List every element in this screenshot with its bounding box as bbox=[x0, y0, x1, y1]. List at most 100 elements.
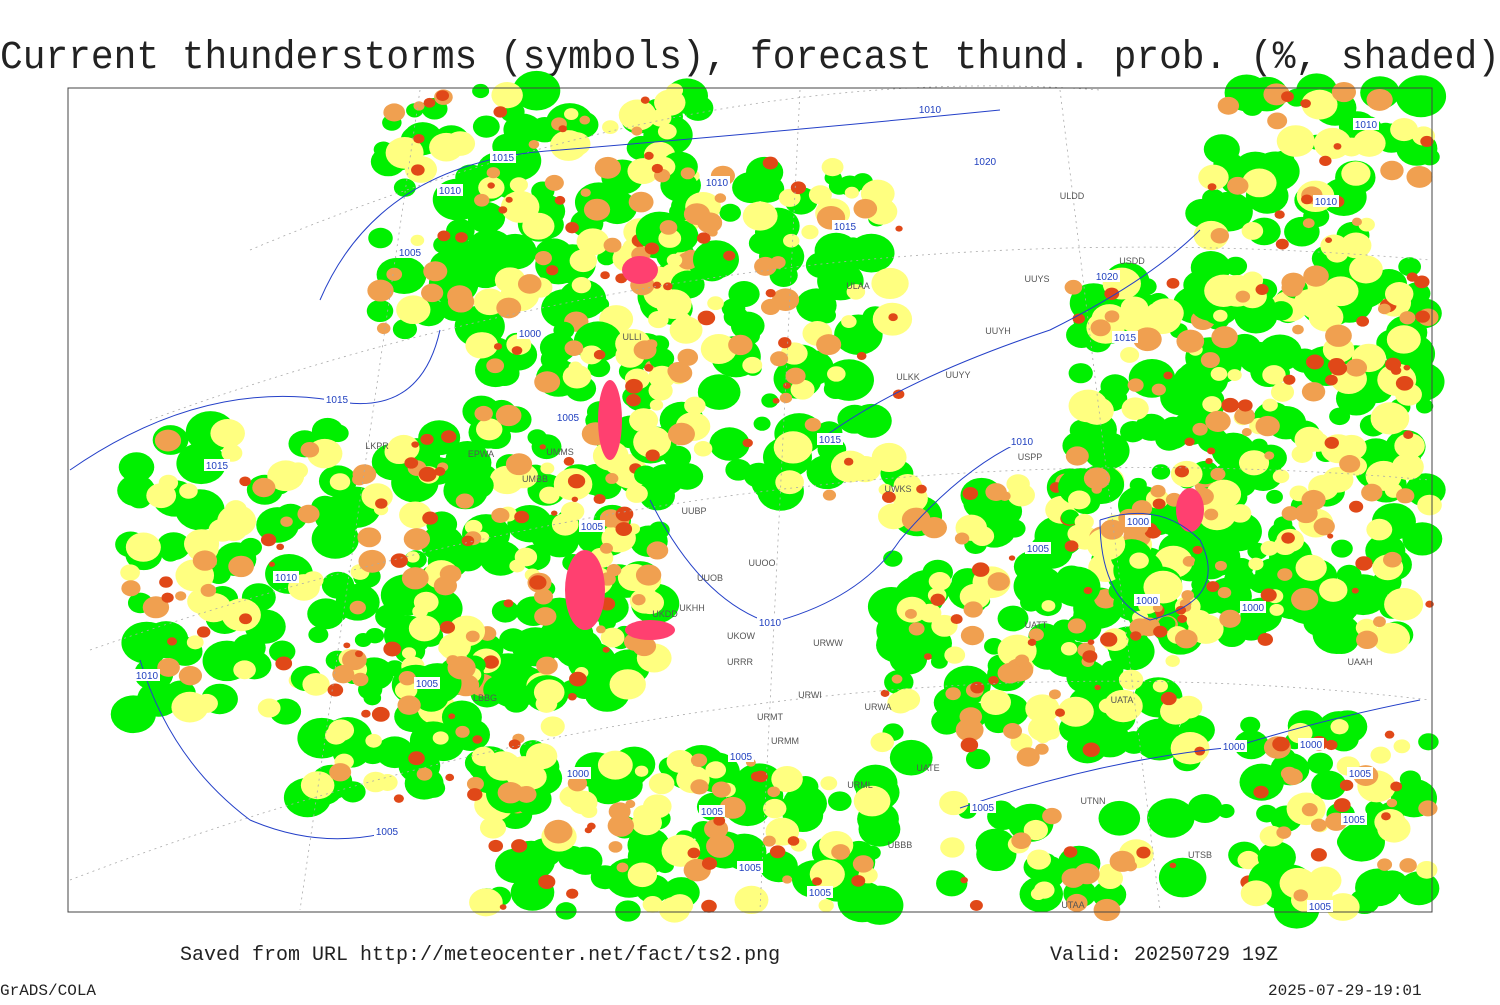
isobar-label-bg bbox=[832, 220, 858, 232]
shade-blob bbox=[742, 201, 778, 231]
shade-blob bbox=[711, 781, 732, 798]
shade-blob bbox=[268, 561, 275, 567]
shade-blob bbox=[714, 193, 727, 203]
isobar-label: 1005 bbox=[730, 752, 753, 763]
shade-blob bbox=[1072, 313, 1085, 324]
shade-blob bbox=[1033, 630, 1078, 668]
shade-blob bbox=[413, 591, 439, 613]
shade-blob bbox=[1104, 310, 1120, 323]
shade-blob bbox=[587, 822, 596, 830]
shade-blob bbox=[1202, 396, 1222, 413]
shade-blob bbox=[217, 504, 257, 538]
shade-blob bbox=[1390, 781, 1403, 792]
shade-blob bbox=[1330, 719, 1349, 735]
shade-blob bbox=[772, 397, 780, 404]
shade-blob bbox=[196, 593, 232, 623]
shade-blob bbox=[413, 134, 425, 144]
shade-blob bbox=[390, 553, 408, 568]
shade-blob bbox=[609, 669, 646, 700]
shade-blob bbox=[363, 771, 388, 793]
shade-blob bbox=[1275, 238, 1289, 250]
shade-blob bbox=[936, 870, 968, 897]
station-label: UBBB bbox=[888, 840, 913, 850]
station-label: URMM bbox=[771, 736, 799, 746]
shade-blob bbox=[488, 839, 504, 853]
shade-blob bbox=[1213, 309, 1228, 322]
shade-blob bbox=[160, 545, 181, 562]
shade-blob bbox=[644, 242, 660, 255]
shade-blob bbox=[1262, 365, 1286, 385]
shade-blob bbox=[1153, 625, 1168, 638]
shade-blob bbox=[580, 803, 598, 819]
shade-blob bbox=[1093, 898, 1121, 922]
shade-blob bbox=[608, 802, 631, 821]
shade-blob bbox=[602, 120, 619, 134]
shade-blob bbox=[1415, 399, 1434, 414]
shade-blob bbox=[1057, 696, 1094, 727]
shade-blob bbox=[818, 899, 834, 912]
shade-blob bbox=[195, 693, 218, 713]
shade-blob bbox=[475, 418, 503, 441]
shade-blob bbox=[514, 786, 533, 802]
shade-blob bbox=[1416, 860, 1438, 879]
shade-blob bbox=[1393, 739, 1411, 754]
shade-blob bbox=[971, 562, 990, 577]
shade-blob bbox=[888, 313, 898, 322]
title: Current thunderstorms (symbols), forecas… bbox=[0, 36, 1500, 81]
shade-blob bbox=[820, 776, 838, 791]
shade-blob bbox=[871, 442, 907, 473]
station-label: UKOW bbox=[727, 631, 756, 641]
shade-blob bbox=[1291, 587, 1319, 611]
shade-blob bbox=[732, 171, 770, 204]
shade-blob bbox=[734, 885, 769, 915]
shade-blob bbox=[1331, 539, 1353, 558]
shade-blob bbox=[221, 444, 243, 462]
shade-blob bbox=[186, 635, 204, 650]
shade-blob bbox=[1148, 298, 1184, 328]
isobar-label: 1005 bbox=[701, 807, 724, 818]
shade-blob bbox=[120, 564, 140, 581]
shade-blob bbox=[297, 504, 320, 524]
station-label: UUOB bbox=[697, 573, 723, 583]
shade-blob bbox=[645, 449, 660, 462]
shade-blob bbox=[1313, 517, 1335, 536]
shade-blob bbox=[1370, 402, 1410, 435]
station-label: UMMS bbox=[546, 447, 574, 457]
shade-blob bbox=[1303, 265, 1329, 287]
shade-blob bbox=[1322, 276, 1359, 307]
shade-blob bbox=[1301, 194, 1313, 205]
shade-blob bbox=[175, 489, 225, 531]
shade-blob bbox=[416, 767, 433, 781]
shade-blob bbox=[1260, 540, 1279, 556]
shade-blob bbox=[1028, 628, 1044, 641]
shade-blob bbox=[846, 284, 866, 300]
station-label: ULKK bbox=[896, 372, 920, 382]
isobar-label: 1000 bbox=[1127, 517, 1150, 528]
shade-blob bbox=[540, 348, 568, 371]
shade-blob bbox=[634, 465, 658, 485]
shade-blob bbox=[1239, 763, 1284, 801]
isobar bbox=[649, 441, 1021, 624]
shade-blob bbox=[1091, 484, 1103, 494]
shade-blob bbox=[677, 348, 699, 366]
shade-blob bbox=[635, 564, 662, 586]
shade-blob bbox=[706, 834, 735, 858]
shade-blob bbox=[1216, 621, 1248, 648]
shade-blob bbox=[1104, 287, 1120, 300]
shade-blob bbox=[555, 902, 577, 920]
shade-blob bbox=[352, 464, 377, 485]
shade-blob bbox=[1282, 768, 1303, 786]
shade-blob bbox=[669, 316, 703, 344]
shade-blob bbox=[1175, 736, 1201, 758]
shade-blob bbox=[495, 848, 537, 884]
shade-blob bbox=[1399, 770, 1421, 789]
shade-blob bbox=[600, 271, 610, 280]
shade-blob bbox=[783, 382, 791, 389]
shade-blob bbox=[401, 567, 429, 590]
shade-blob bbox=[1061, 509, 1080, 525]
shade-blob bbox=[534, 607, 557, 626]
shade-blob bbox=[1255, 415, 1280, 437]
shade-blob bbox=[975, 828, 1016, 862]
isobar-label-bg bbox=[699, 805, 725, 817]
shade-blob bbox=[970, 526, 995, 546]
